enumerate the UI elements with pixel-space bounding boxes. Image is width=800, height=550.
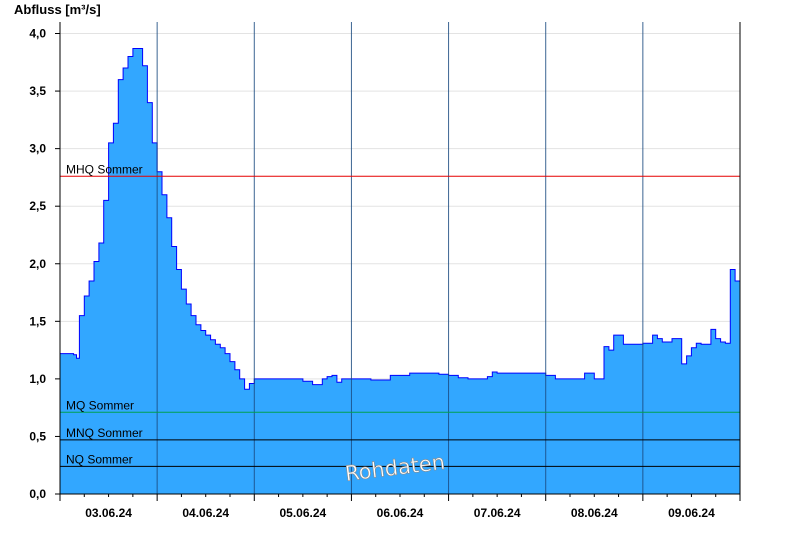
discharge-line (60, 48, 741, 390)
y-tick-label: 2,0 (29, 257, 46, 271)
x-tick-labels: 03.06.24 04.06.24 05.06.24 06.06.24 07.06.24… (59, 494, 741, 520)
reference-lines: MHQ Sommer MQ Sommer MNQ Sommer NQ Sommer (60, 162, 740, 467)
day-divider-lines (156, 22, 644, 494)
y-tick-label: 1,0 (29, 372, 46, 386)
reference-line-label: MHQ Sommer (66, 162, 143, 176)
y-tick-label: 0,5 (29, 429, 46, 443)
y-tick-label: 3,0 (29, 142, 46, 156)
x-tick-label: 09.06.24 (668, 506, 715, 520)
y-tick-label: 1,5 (29, 314, 46, 328)
x-tick-label: 08.06.24 (571, 506, 618, 520)
y-tick-labels: 0,0 0,5 1,0 1,5 2,0 2,5 3,0 3,5 4,0 (29, 27, 60, 501)
discharge-area (60, 48, 740, 494)
x-tick-label: 04.06.24 (182, 506, 229, 520)
reference-line-label: NQ Sommer (66, 452, 133, 466)
y-tick-label: 2,5 (29, 199, 46, 213)
reference-line-label: MNQ Sommer (66, 426, 143, 440)
y-tick-label: 3,5 (29, 84, 46, 98)
y-axis-label: Abfluss [m³/s] (14, 2, 101, 17)
reference-line-label: MQ Sommer (66, 398, 134, 412)
y-tick-label: 4,0 (29, 27, 46, 41)
x-tick-label: 06.06.24 (377, 506, 424, 520)
x-tick-label: 07.06.24 (474, 506, 521, 520)
y-tick-label: 0,0 (29, 487, 46, 501)
x-tick-label: 05.06.24 (279, 506, 326, 520)
x-tick-label: 03.06.24 (85, 506, 132, 520)
